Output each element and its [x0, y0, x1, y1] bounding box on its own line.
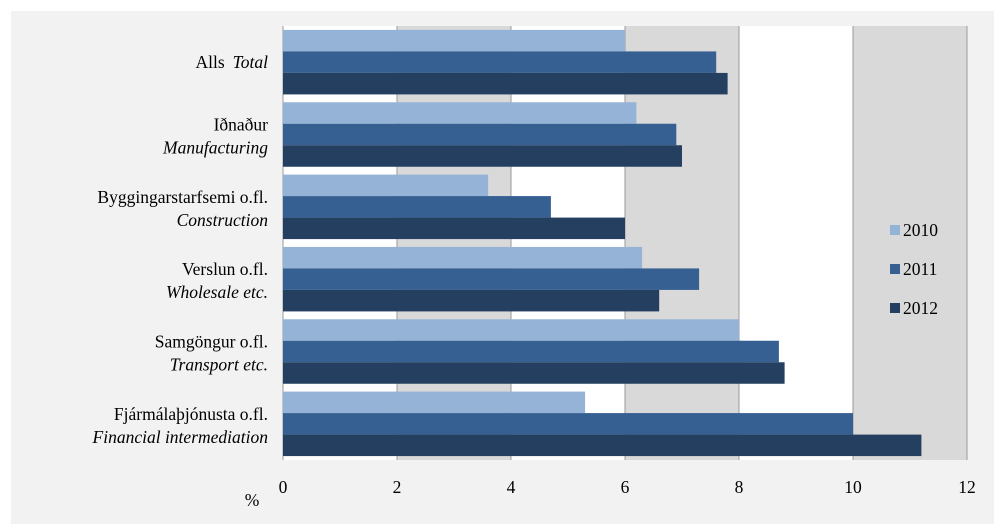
- category-label: Alls Total: [195, 52, 268, 72]
- category-label-is: Samgöngur o.fl.: [155, 332, 268, 352]
- bar-2010: [283, 102, 637, 124]
- bar-2011: [283, 413, 853, 435]
- legend-label: 2011: [903, 259, 937, 279]
- bar-2011: [283, 51, 717, 73]
- legend-label: 2012: [903, 298, 938, 318]
- category-label-is: Byggingarstarfsemi o.fl.: [97, 187, 268, 207]
- x-tick-label: 8: [735, 477, 744, 497]
- plot-band: [511, 26, 625, 460]
- bar-2010: [283, 391, 586, 414]
- bar-2010: [283, 29, 625, 52]
- x-tick-label: 4: [507, 477, 516, 497]
- x-tick-label: 2: [393, 477, 402, 497]
- category-label-is: Verslun o.fl.: [182, 259, 268, 279]
- bar-2011: [283, 123, 677, 146]
- x-tick-label: 6: [621, 477, 630, 497]
- category-label-en: Transport etc.: [170, 355, 268, 375]
- category-label-is: Iðnaður: [214, 115, 269, 135]
- x-tick-label: 10: [844, 477, 862, 497]
- legend-swatch-2012: [890, 303, 900, 313]
- bar-2012: [283, 72, 728, 95]
- x-unit-label: %: [245, 490, 260, 510]
- bar-2010: [283, 174, 489, 197]
- bar-2012: [283, 145, 682, 167]
- x-tick-label: 12: [958, 477, 976, 497]
- bar-2012: [283, 289, 660, 312]
- plot-band: [283, 26, 397, 460]
- category-label-is: Alls: [195, 52, 224, 72]
- category-label-en: Wholesale etc.: [166, 282, 268, 302]
- category-label-en: Total: [233, 52, 268, 72]
- legend-swatch-2011: [890, 264, 900, 274]
- category-label-en: Construction: [177, 210, 269, 230]
- plot-band: [739, 26, 853, 460]
- bar-2010: [283, 319, 739, 341]
- legend-label: 2010: [903, 220, 938, 240]
- plot-band: [853, 26, 967, 460]
- bar-2011: [283, 196, 551, 218]
- x-tick-label: 0: [279, 477, 288, 497]
- bar-2011: [283, 340, 779, 363]
- category-label-en: Financial intermediation: [92, 427, 269, 447]
- bar-2012: [283, 434, 922, 457]
- bar-2011: [283, 268, 700, 290]
- bar-2012: [283, 362, 785, 384]
- legend-swatch-2010: [890, 225, 900, 235]
- bar-2012: [283, 217, 625, 240]
- plot-band: [625, 26, 739, 460]
- plot-band: [397, 26, 511, 460]
- category-label-en: Manufacturing: [162, 138, 268, 158]
- bar-2010: [283, 246, 643, 269]
- category-label-is: Fjármálaþjónusta o.fl.: [114, 404, 268, 424]
